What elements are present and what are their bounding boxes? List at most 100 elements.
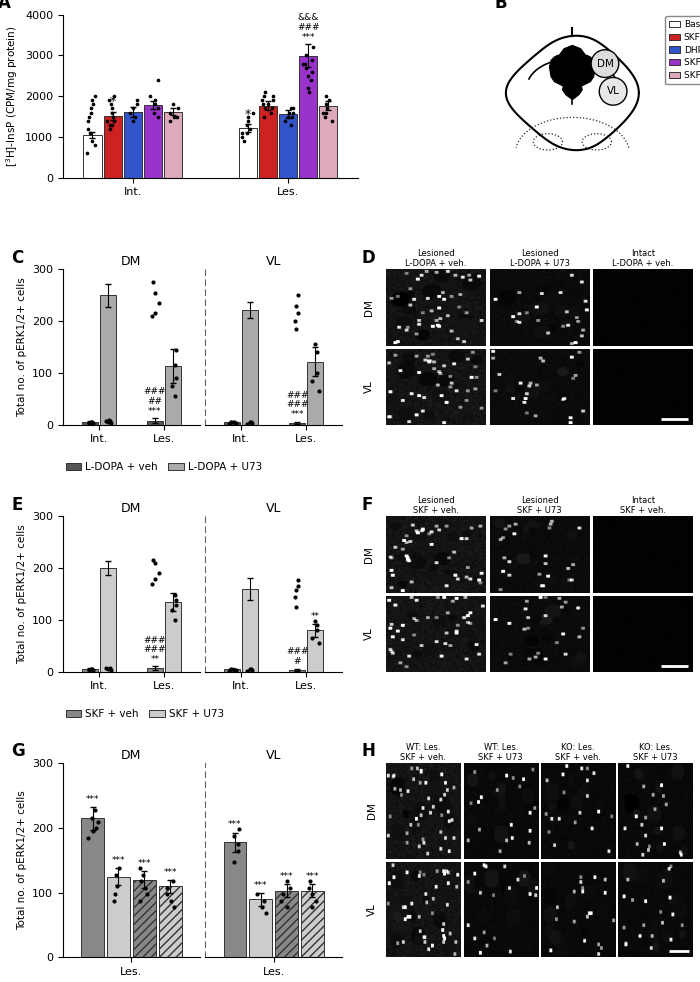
Point bbox=[90, 820, 101, 836]
Point bbox=[300, 47, 312, 63]
Point bbox=[312, 365, 323, 381]
Title: VL: VL bbox=[266, 255, 281, 268]
Text: ***: *** bbox=[163, 868, 177, 877]
Point bbox=[303, 68, 314, 83]
Point bbox=[104, 412, 116, 428]
Point bbox=[132, 96, 143, 112]
Point bbox=[135, 860, 146, 876]
Point bbox=[277, 886, 288, 901]
Point bbox=[112, 879, 123, 895]
Point bbox=[162, 886, 173, 901]
Point bbox=[225, 413, 237, 429]
Point bbox=[233, 843, 244, 858]
Point bbox=[89, 88, 100, 104]
Point bbox=[104, 411, 115, 427]
Point bbox=[90, 137, 101, 153]
Point bbox=[86, 810, 97, 826]
Point bbox=[292, 578, 303, 594]
Point bbox=[307, 373, 318, 389]
Point bbox=[318, 105, 329, 121]
Point bbox=[232, 837, 243, 852]
Bar bbox=[165, 602, 181, 672]
Point bbox=[153, 296, 164, 311]
Text: VL: VL bbox=[367, 903, 377, 916]
Point bbox=[290, 599, 301, 615]
Bar bbox=[307, 630, 323, 672]
Y-axis label: [$^3$H]-InsP (CPM/mg protein): [$^3$H]-InsP (CPM/mg protein) bbox=[4, 26, 20, 167]
Point bbox=[265, 105, 276, 121]
Text: H: H bbox=[361, 741, 375, 760]
Point bbox=[245, 414, 256, 430]
Point bbox=[83, 113, 94, 129]
Point bbox=[314, 635, 325, 651]
Bar bbox=[299, 56, 317, 178]
Bar bbox=[100, 569, 116, 672]
Text: &&&
###
***: &&& ### *** bbox=[297, 14, 319, 42]
Point bbox=[153, 566, 164, 581]
Title: Lesioned
SKF + U73: Lesioned SKF + U73 bbox=[517, 496, 562, 515]
Point bbox=[153, 109, 164, 125]
Point bbox=[230, 415, 241, 431]
Text: ***: *** bbox=[138, 859, 151, 868]
Point bbox=[312, 345, 323, 360]
Point bbox=[321, 105, 332, 121]
Text: VL: VL bbox=[607, 86, 620, 96]
Bar bbox=[147, 420, 163, 424]
Title: WT: Les.
SKF + U73: WT: Les. SKF + U73 bbox=[479, 742, 523, 762]
Text: F: F bbox=[361, 496, 373, 515]
Title: Lesioned
SKF + veh.: Lesioned SKF + veh. bbox=[413, 496, 459, 515]
Point bbox=[82, 830, 93, 846]
Title: Intact
L-DOPA + veh.: Intact L-DOPA + veh. bbox=[612, 248, 674, 268]
Point bbox=[257, 96, 268, 112]
Point bbox=[168, 900, 179, 915]
Point bbox=[108, 88, 120, 104]
Point bbox=[310, 613, 321, 628]
Point bbox=[83, 415, 94, 431]
Point bbox=[108, 113, 120, 129]
Point bbox=[225, 661, 237, 677]
Text: ###
#: ### # bbox=[286, 647, 309, 666]
Point bbox=[102, 414, 113, 430]
Point bbox=[86, 661, 97, 677]
Point bbox=[127, 100, 139, 116]
Text: ***: *** bbox=[228, 820, 242, 830]
Point bbox=[153, 100, 164, 116]
Point bbox=[230, 662, 241, 678]
Point bbox=[258, 88, 270, 104]
Point bbox=[88, 414, 99, 430]
Text: B: B bbox=[494, 0, 507, 12]
Point bbox=[111, 867, 122, 883]
Text: ###
###
**: ### ### ** bbox=[144, 635, 166, 664]
Point bbox=[147, 275, 158, 291]
Point bbox=[105, 415, 116, 431]
Point bbox=[293, 572, 304, 587]
Title: DM: DM bbox=[121, 255, 141, 268]
Point bbox=[300, 60, 312, 76]
Point bbox=[262, 96, 274, 112]
Text: A: A bbox=[0, 0, 11, 12]
Point bbox=[108, 893, 120, 908]
Bar bbox=[275, 891, 298, 957]
Polygon shape bbox=[550, 46, 587, 89]
Point bbox=[246, 662, 258, 678]
Point bbox=[90, 802, 101, 818]
Point bbox=[169, 388, 181, 404]
Point bbox=[110, 886, 121, 901]
Point bbox=[306, 72, 317, 87]
Circle shape bbox=[599, 78, 627, 105]
Point bbox=[167, 602, 178, 618]
Y-axis label: Total no. of pERK1/2+ cells: Total no. of pERK1/2+ cells bbox=[17, 277, 27, 417]
Point bbox=[88, 824, 99, 840]
Point bbox=[258, 893, 270, 908]
Text: VL: VL bbox=[364, 627, 374, 640]
Point bbox=[258, 109, 270, 125]
Point bbox=[241, 415, 253, 431]
Bar bbox=[107, 877, 130, 957]
Point bbox=[146, 308, 158, 324]
Point bbox=[106, 100, 118, 116]
Point bbox=[310, 337, 321, 353]
Point bbox=[83, 121, 94, 136]
Point bbox=[260, 905, 271, 921]
Text: *: * bbox=[109, 95, 116, 108]
Point bbox=[105, 662, 116, 678]
